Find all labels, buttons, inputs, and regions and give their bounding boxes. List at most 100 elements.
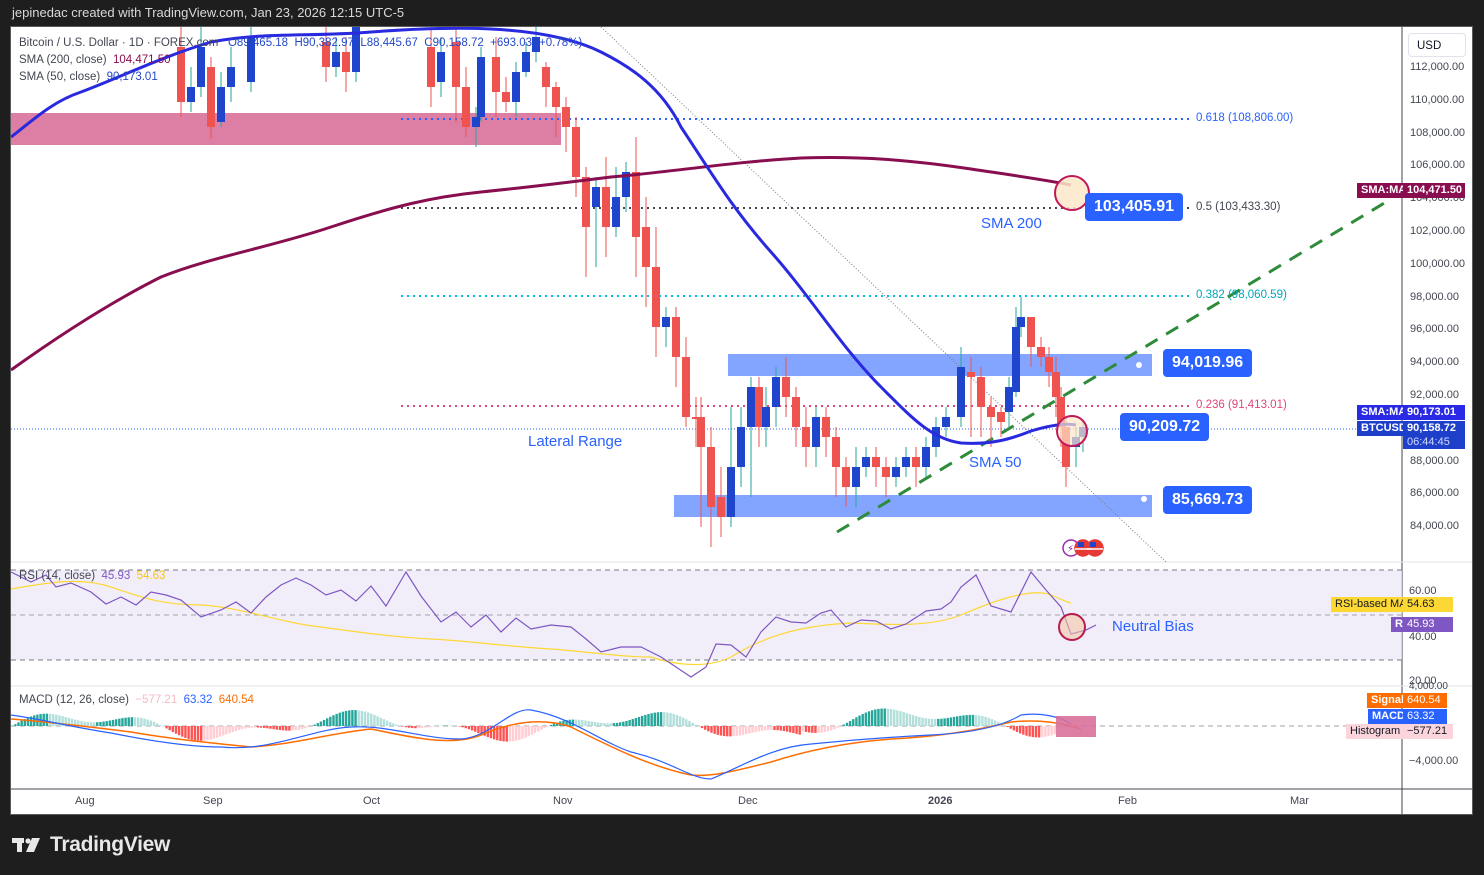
candle [792, 397, 800, 427]
macd-badge-label: MACD [1368, 709, 1409, 724]
price-tick: 86,000.00 [1410, 487, 1459, 500]
candle [755, 387, 763, 427]
time-tick: Feb [1118, 795, 1137, 807]
lateral-range-annotation[interactable]: Lateral Range [528, 433, 623, 450]
sma200-line [11, 156, 1072, 372]
candle [987, 407, 995, 417]
price-tick: 108,000.00 [1410, 126, 1466, 139]
price-tick: 94,000.00 [1410, 356, 1459, 369]
candle [1005, 387, 1013, 412]
sma200-legend-label[interactable]: SMA (200, close) [19, 54, 107, 66]
macd-signal-line [11, 718, 1082, 777]
currency-selector[interactable]: USD [1408, 33, 1466, 57]
macd-signal-badge-label: Signal [1367, 693, 1409, 708]
candle [247, 37, 255, 82]
candle [662, 317, 670, 327]
callout-85669[interactable]: 85,669.73 [1163, 486, 1253, 514]
candle [492, 57, 500, 92]
main-legend: Bitcoin / U.S. Dollar · 1D · FOREX.com O… [19, 35, 582, 86]
macd-signal-legend-value: 640.54 [218, 694, 254, 706]
price-tick: 100,000.00 [1410, 257, 1466, 270]
rsi-legend: RSI (14, close) 45.93 54.63 [19, 570, 165, 582]
candle [697, 417, 705, 447]
time-tick: 2026 [928, 795, 953, 807]
macd-hist-badge-label: Histogram [1346, 724, 1405, 739]
candle [822, 417, 830, 437]
svg-text:⚡: ⚡ [1067, 544, 1074, 555]
candle [977, 377, 985, 407]
range-top-handle [1136, 362, 1142, 368]
macd-title[interactable]: MACD (12, 26, close) [19, 694, 129, 706]
rsi-title[interactable]: RSI (14, close) [19, 570, 96, 582]
fib-0618-label: 0.618 (108,806.00) [1196, 112, 1294, 124]
candle [502, 92, 510, 102]
symbol-title[interactable]: Bitcoin / U.S. Dollar · 1D · FOREX.com [19, 37, 219, 49]
candle [782, 377, 790, 397]
candle [957, 367, 965, 417]
sma200-annotation[interactable]: SMA 200 [981, 215, 1042, 232]
fib-0382-label: 0.382 (98,060.59) [1196, 289, 1287, 301]
price-tick: 96,000.00 [1410, 323, 1459, 336]
tradingview-brand: TradingView [50, 833, 171, 856]
macd-highlight-zone [1056, 716, 1096, 737]
chart-frame[interactable]: ⚡ Bitcoin / U.S. Dollar · 1D · FOREX.com… [10, 26, 1473, 815]
price-tick: 110,000.00 [1410, 93, 1465, 106]
candle [692, 417, 700, 419]
price-marker-circle [1056, 415, 1088, 447]
ascending-trendline [836, 197, 1392, 534]
callout-90209[interactable]: 90,209.72 [1120, 413, 1210, 441]
candle [737, 427, 745, 467]
candle [227, 67, 235, 87]
candle [902, 457, 910, 467]
sma50-annotation[interactable]: SMA 50 [969, 454, 1022, 471]
candle [842, 467, 850, 487]
tradingview-logo[interactable]: TradingView [12, 833, 170, 857]
macd-tick-4000: 4,000.00 [1409, 681, 1448, 692]
callout-103405[interactable]: 103,405.91 [1085, 193, 1184, 221]
chart-canvas[interactable]: ⚡ [11, 27, 1473, 815]
candle [802, 427, 810, 447]
time-tick: Dec [738, 795, 758, 807]
candle [707, 447, 715, 507]
rsi-tick-20: 20.00 [1409, 675, 1437, 687]
candle [642, 227, 650, 267]
callout-94019[interactable]: 94,019.96 [1163, 349, 1253, 377]
fib-0236-label: 0.236 (91,413.01) [1196, 399, 1287, 411]
ohlc-open: O89,465.18 [227, 37, 289, 49]
candle [477, 57, 485, 117]
candle [452, 42, 460, 87]
candle [942, 417, 950, 427]
price-tick: 112,000.00 [1410, 61, 1465, 73]
candle [207, 67, 215, 127]
descending-trendline [600, 27, 1167, 563]
fib-05-label: 0.5 (103,433.30) [1196, 201, 1281, 213]
macd-badge-value: 63.32 [1403, 709, 1447, 724]
candle [342, 52, 350, 72]
candle [552, 87, 560, 107]
rsi-ma-badge-label: RSI-based MA [1331, 597, 1411, 612]
rsi-tick-60: 60.00 [1409, 585, 1437, 597]
time-tick: Aug [75, 795, 95, 807]
ohlc-change: +693.03 (+0.78%) [490, 37, 583, 49]
candle [197, 47, 205, 87]
price-tick: 98,000.00 [1410, 290, 1459, 303]
last-price-value: 90,158.72 [1407, 422, 1456, 434]
candle [322, 42, 330, 67]
time-tick: Mar [1290, 795, 1309, 807]
rsi-ma-badge-value: 54.63 [1403, 597, 1453, 612]
neutral-bias-annotation[interactable]: Neutral Bias [1112, 618, 1194, 635]
candle [622, 172, 630, 197]
candle [582, 177, 590, 227]
candle [1012, 327, 1020, 392]
candle [872, 457, 880, 467]
price-tick: 102,000.00 [1410, 225, 1466, 237]
ohlc-low: L88,445.67 [360, 37, 418, 49]
time-tick: Sep [203, 795, 223, 807]
candle [997, 412, 1005, 422]
candle [462, 87, 470, 127]
sma50-legend-label[interactable]: SMA (50, close) [19, 71, 101, 83]
macd-legend: MACD (12, 26, close) −577.21 63.32 640.5… [19, 694, 254, 706]
candle [747, 387, 755, 427]
candle [1027, 317, 1035, 347]
candle [612, 197, 620, 227]
